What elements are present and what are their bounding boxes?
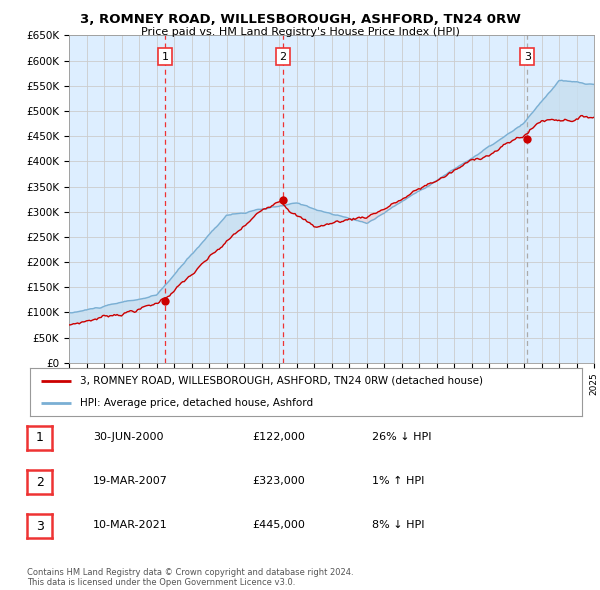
Text: HPI: Average price, detached house, Ashford: HPI: Average price, detached house, Ashf…: [80, 398, 313, 408]
Text: 3, ROMNEY ROAD, WILLESBOROUGH, ASHFORD, TN24 0RW: 3, ROMNEY ROAD, WILLESBOROUGH, ASHFORD, …: [80, 13, 520, 26]
Text: 1: 1: [162, 52, 169, 62]
Text: 26% ↓ HPI: 26% ↓ HPI: [372, 432, 431, 441]
Text: 3: 3: [35, 520, 44, 533]
Text: £122,000: £122,000: [252, 432, 305, 441]
Text: 19-MAR-2007: 19-MAR-2007: [93, 476, 168, 486]
Text: 3: 3: [524, 52, 531, 62]
Text: 1: 1: [35, 431, 44, 444]
Text: 8% ↓ HPI: 8% ↓ HPI: [372, 520, 425, 530]
Text: 10-MAR-2021: 10-MAR-2021: [93, 520, 168, 530]
Text: Contains HM Land Registry data © Crown copyright and database right 2024.
This d: Contains HM Land Registry data © Crown c…: [27, 568, 353, 587]
Text: 2: 2: [35, 476, 44, 489]
Text: 2: 2: [279, 52, 286, 62]
Text: 30-JUN-2000: 30-JUN-2000: [93, 432, 163, 441]
Text: Price paid vs. HM Land Registry's House Price Index (HPI): Price paid vs. HM Land Registry's House …: [140, 27, 460, 37]
Text: 3, ROMNEY ROAD, WILLESBOROUGH, ASHFORD, TN24 0RW (detached house): 3, ROMNEY ROAD, WILLESBOROUGH, ASHFORD, …: [80, 376, 482, 386]
Text: £445,000: £445,000: [252, 520, 305, 530]
Text: 1% ↑ HPI: 1% ↑ HPI: [372, 476, 424, 486]
Text: £323,000: £323,000: [252, 476, 305, 486]
